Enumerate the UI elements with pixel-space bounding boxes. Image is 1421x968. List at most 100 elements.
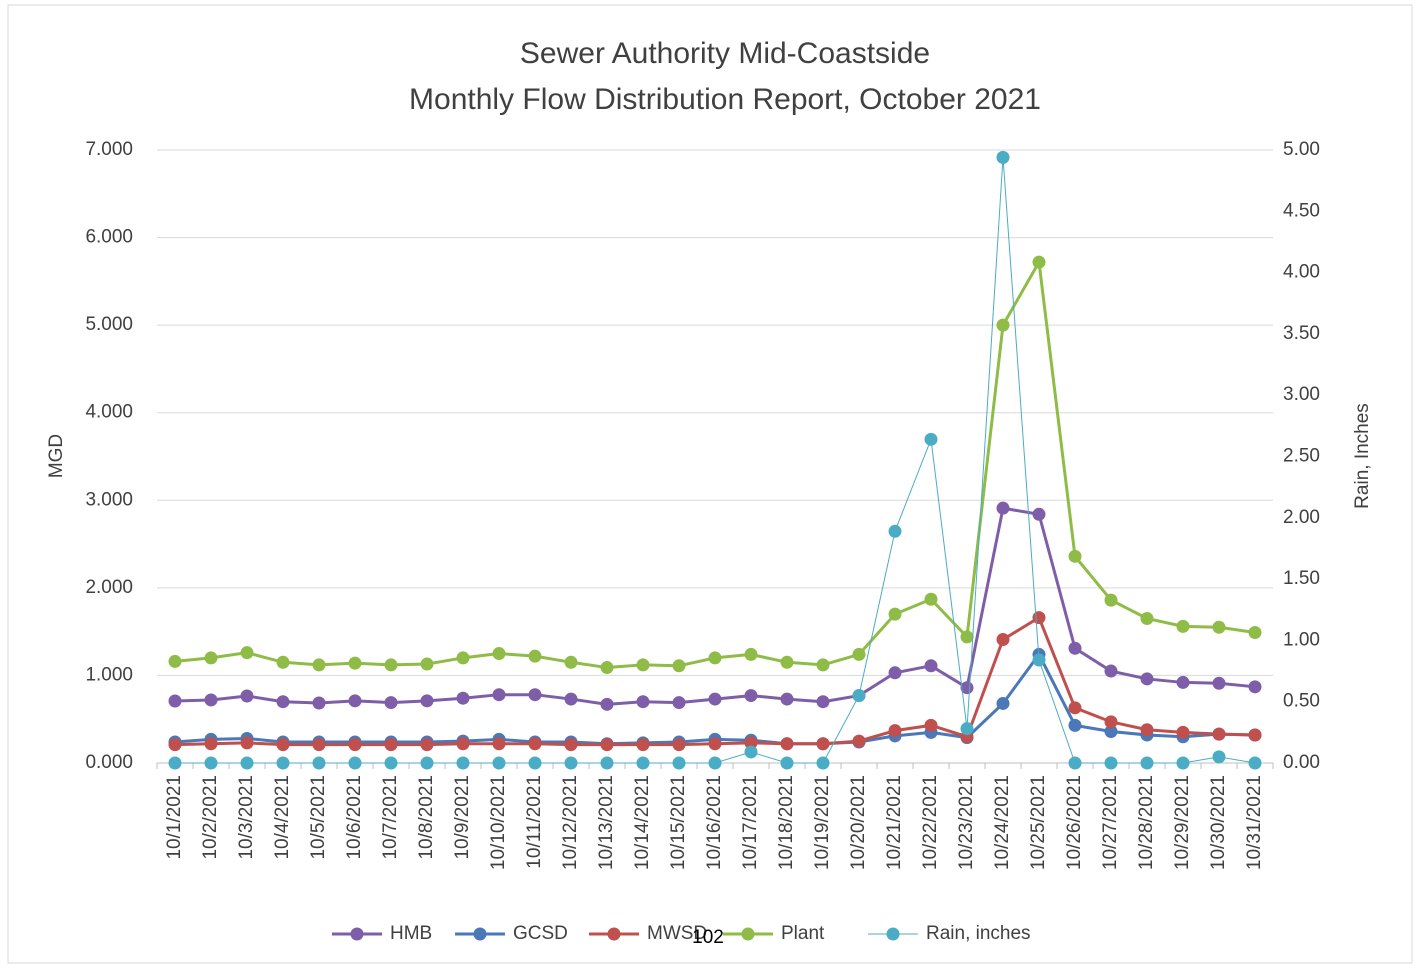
- x-tick-label: 10/17/2021: [740, 775, 761, 870]
- data-point: [348, 656, 362, 670]
- x-tick-label: 10/4/2021: [272, 775, 293, 860]
- y-tick-label: 6.000: [85, 227, 133, 248]
- data-point: [1176, 619, 1190, 633]
- data-point: [168, 654, 182, 668]
- data-point: [744, 647, 758, 661]
- legend-label: GCSD: [513, 923, 568, 944]
- data-point: [528, 649, 542, 663]
- data-point: [996, 150, 1010, 164]
- y-tick-label: 1.000: [85, 664, 133, 685]
- data-point: [708, 756, 722, 770]
- y2-tick-label: 2.00: [1283, 507, 1320, 528]
- page-number: 102: [692, 927, 724, 948]
- legend-marker: [473, 927, 487, 941]
- data-point: [1032, 653, 1046, 667]
- data-point: [384, 738, 398, 752]
- data-point: [636, 756, 650, 770]
- y-tick-label: 2.000: [85, 577, 133, 598]
- data-point: [636, 658, 650, 672]
- data-point: [420, 694, 434, 708]
- data-point: [240, 756, 254, 770]
- data-point: [204, 756, 218, 770]
- x-tick-label: 10/5/2021: [308, 775, 329, 860]
- data-point: [888, 607, 902, 621]
- data-point: [312, 696, 326, 710]
- x-tick-label: 10/8/2021: [416, 775, 437, 860]
- data-point: [240, 736, 254, 750]
- data-point: [1032, 255, 1046, 269]
- data-point: [456, 756, 470, 770]
- data-point: [564, 756, 578, 770]
- data-point: [816, 695, 830, 709]
- legend-label: MWSD: [647, 923, 707, 944]
- data-point: [744, 745, 758, 759]
- data-point: [1248, 626, 1262, 640]
- data-point: [312, 756, 326, 770]
- data-point: [312, 738, 326, 752]
- data-point: [1068, 701, 1082, 715]
- data-point: [924, 432, 938, 446]
- data-point: [816, 756, 830, 770]
- x-tick-label: 10/19/2021: [812, 775, 833, 870]
- data-point: [168, 738, 182, 752]
- x-tick-label: 10/12/2021: [560, 775, 581, 870]
- data-point: [852, 689, 866, 703]
- y-tick-label: 7.000: [85, 139, 133, 160]
- y2-tick-label: 2.50: [1283, 446, 1320, 467]
- data-point: [708, 651, 722, 665]
- y2-tick-label: 1.50: [1283, 568, 1320, 589]
- x-tick-label: 10/18/2021: [776, 775, 797, 870]
- data-point: [744, 689, 758, 703]
- y2-tick-label: 4.00: [1283, 262, 1320, 283]
- data-point: [1032, 507, 1046, 521]
- x-tick-label: 10/31/2021: [1244, 775, 1265, 870]
- data-point: [1140, 756, 1154, 770]
- legend-marker: [607, 927, 621, 941]
- data-point: [492, 756, 506, 770]
- data-point: [1104, 724, 1118, 738]
- data-point: [528, 756, 542, 770]
- y2-tick-label: 1.00: [1283, 629, 1320, 650]
- y2-tick-label: 5.00: [1283, 139, 1320, 160]
- data-point: [204, 737, 218, 751]
- data-point: [1104, 715, 1118, 729]
- data-point: [852, 734, 866, 748]
- x-tick-label: 10/30/2021: [1208, 775, 1229, 870]
- data-point: [420, 738, 434, 752]
- data-point: [1176, 725, 1190, 739]
- legend-label: Rain, inches: [926, 923, 1031, 944]
- data-point: [348, 738, 362, 752]
- data-point: [780, 756, 794, 770]
- data-point: [1068, 718, 1082, 732]
- data-point: [420, 657, 434, 671]
- chart-frame: [7, 4, 1413, 964]
- data-point: [960, 722, 974, 736]
- data-point: [1212, 676, 1226, 690]
- data-point: [1104, 664, 1118, 678]
- data-point: [240, 646, 254, 660]
- data-point: [1068, 756, 1082, 770]
- data-point: [1212, 620, 1226, 634]
- data-point: [276, 756, 290, 770]
- data-point: [168, 756, 182, 770]
- data-point: [1068, 641, 1082, 655]
- data-point: [888, 724, 902, 738]
- data-point: [816, 737, 830, 751]
- x-tick-label: 10/3/2021: [236, 775, 257, 860]
- data-point: [204, 693, 218, 707]
- data-point: [1068, 549, 1082, 563]
- data-point: [600, 738, 614, 752]
- data-point: [456, 691, 470, 705]
- data-point: [1140, 612, 1154, 626]
- data-point: [600, 756, 614, 770]
- data-point: [348, 756, 362, 770]
- data-point: [528, 688, 542, 702]
- y2-tick-label: 3.00: [1283, 384, 1320, 405]
- x-tick-label: 10/10/2021: [488, 775, 509, 870]
- data-point: [600, 661, 614, 675]
- x-tick-label: 10/29/2021: [1172, 775, 1193, 870]
- data-point: [564, 655, 578, 669]
- data-point: [1176, 675, 1190, 689]
- data-point: [924, 718, 938, 732]
- data-point: [456, 737, 470, 751]
